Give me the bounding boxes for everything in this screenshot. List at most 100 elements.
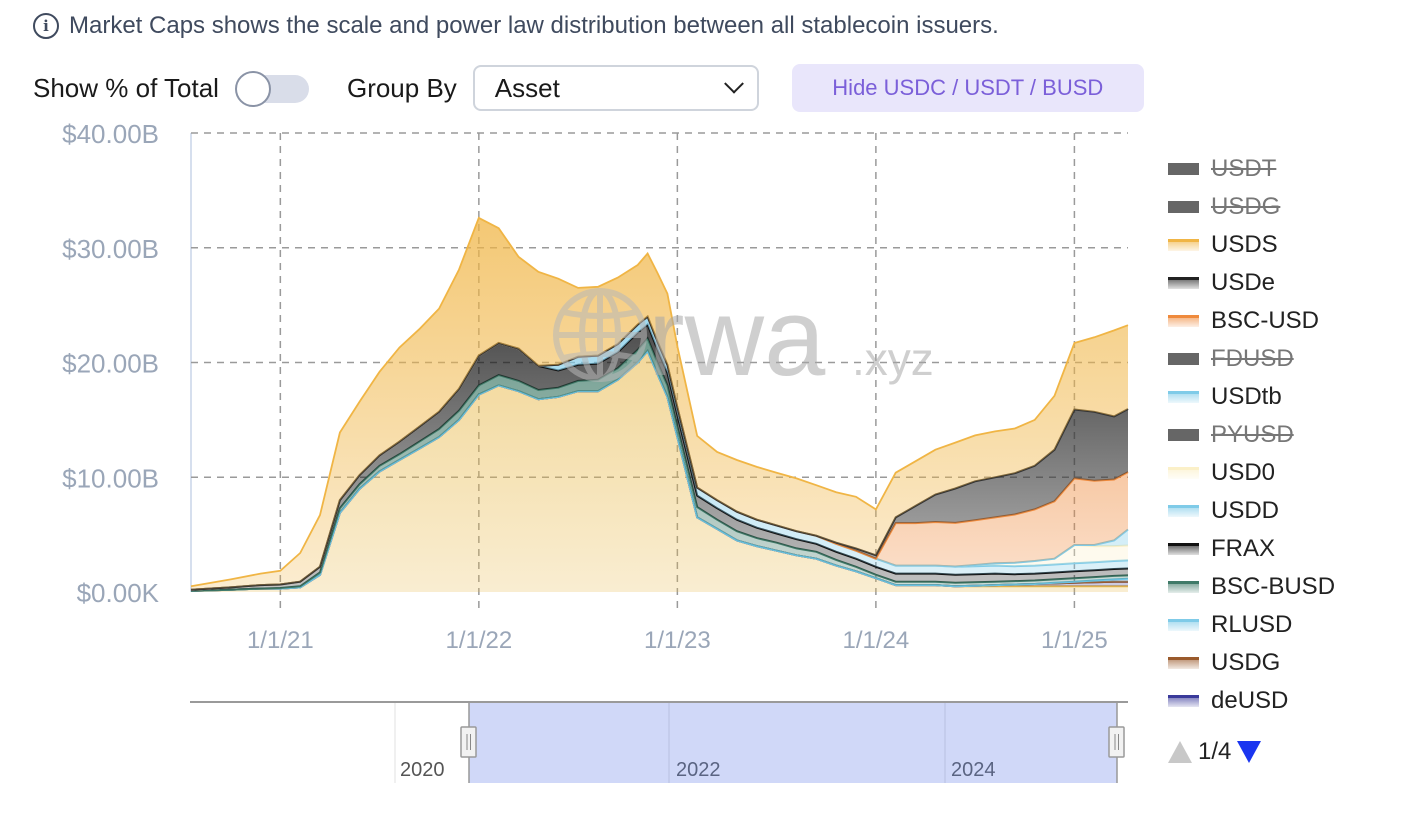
series-area-bsc-busd	[191, 338, 1128, 591]
legend-item[interactable]: USDtb	[1168, 378, 1335, 416]
series-area-frax	[191, 324, 1128, 591]
y-tick-label: $20.00B	[62, 349, 159, 379]
legend-swatch	[1168, 391, 1199, 403]
info-icon: i	[33, 13, 59, 39]
legend-label: BSC-BUSD	[1211, 573, 1336, 600]
legend-item[interactable]: BSC-USD	[1168, 302, 1335, 340]
series-line-other-bottom-layer-	[190, 349, 1128, 592]
legend-swatch	[1168, 695, 1199, 707]
x-tick-label: 1/1/21	[247, 627, 314, 654]
legend-label: deUSD	[1211, 687, 1289, 714]
legend-page: 1/4	[1198, 738, 1232, 765]
series-line-usde	[190, 314, 1129, 591]
series-area-usd0	[191, 316, 1128, 590]
page-up-icon[interactable]	[1168, 741, 1192, 763]
legend-swatch	[1168, 619, 1199, 631]
x-axis-ticks: 1/1/21 1/1/22 1/1/23 1/1/24 1/1/25	[247, 627, 1108, 654]
legend-label: USDtb	[1211, 383, 1282, 410]
series-line-usdtb	[190, 314, 1129, 591]
navigator-year-label: 2020	[400, 759, 445, 781]
series-area-usds	[191, 217, 1128, 590]
navigator-year-label: 2024	[951, 759, 996, 781]
legend: USDT USDG USDS USDe BSC-USD FDUSD USDtb PYUSD US…	[1168, 150, 1335, 720]
series-area-deusd	[191, 351, 1128, 591]
legend-swatch	[1168, 239, 1199, 251]
navigator-handle	[460, 726, 477, 758]
legend-swatch	[1168, 657, 1199, 669]
series-line-rlusd	[190, 349, 1129, 592]
series-area-usde	[191, 316, 1128, 590]
watermark: rwa .xyz	[553, 276, 934, 399]
legend-item[interactable]: USDG	[1168, 188, 1335, 226]
legend-item[interactable]: USDS	[1168, 226, 1335, 264]
legend-item[interactable]: USDT	[1168, 150, 1335, 188]
series-areas	[190, 216, 1129, 592]
group-by-value: Asset	[494, 72, 560, 103]
series-area-other-bottom-layer-	[191, 351, 1128, 592]
legend-label: RLUSD	[1211, 611, 1293, 638]
x-tick-label: 1/1/25	[1041, 627, 1108, 654]
legend-swatch	[1168, 163, 1199, 175]
show-pct-label: Show % of Total	[33, 72, 219, 103]
x-tick-label: 1/1/24	[843, 627, 910, 654]
series-line-deusd	[190, 349, 1128, 592]
legend-item[interactable]: USD0	[1168, 454, 1335, 492]
y-axis-ticks: $0.00K $10.00B $20.00B $30.00B $40.00B	[62, 119, 160, 608]
legend-swatch	[1168, 429, 1199, 441]
series-area-usdg	[191, 351, 1128, 591]
group-by-label: Group By	[346, 72, 457, 103]
legend-swatch	[1168, 505, 1199, 517]
series-line-usdg	[190, 349, 1128, 592]
legend-pager: 1/4	[1168, 738, 1262, 766]
y-tick-label: $40.00B	[62, 119, 159, 149]
page-down-icon[interactable]	[1237, 741, 1262, 763]
legend-label: USDG	[1211, 649, 1281, 676]
globe-icon	[553, 288, 647, 382]
legend-label: USDe	[1211, 269, 1276, 296]
toggle-knob	[234, 71, 271, 107]
group-by-select[interactable]: Asset	[472, 65, 759, 111]
series-line-bsc-busd	[190, 336, 1129, 592]
legend-item[interactable]: FDUSD	[1168, 340, 1335, 378]
legend-label: BSC-USD	[1211, 307, 1320, 334]
legend-item[interactable]: USDD	[1168, 492, 1335, 530]
chevron-down-icon	[723, 73, 744, 94]
legend-swatch	[1168, 353, 1199, 365]
legend-item[interactable]: deUSD	[1168, 682, 1335, 720]
x-tick-label: 1/1/22	[445, 627, 512, 654]
y-tick-label: $30.00B	[62, 234, 159, 264]
series-line-frax	[190, 322, 1129, 591]
series-line-usds	[190, 216, 1129, 588]
legend-swatch	[1168, 581, 1199, 593]
legend-swatch	[1168, 315, 1199, 327]
range-navigator: 2020 2022 2024	[190, 701, 1128, 783]
info-banner: i Market Caps shows the scale and power …	[33, 12, 999, 40]
x-tick-label: 1/1/23	[644, 627, 711, 654]
series-line-bsc-usd	[190, 314, 1129, 591]
y-tick-label: $10.00B	[62, 463, 159, 493]
series-area-usdd	[191, 316, 1128, 590]
series-area-bsc-usd	[191, 316, 1128, 590]
legend-item[interactable]: BSC-BUSD	[1168, 568, 1335, 606]
legend-item[interactable]: RLUSD	[1168, 606, 1335, 644]
series-line-usdd	[190, 314, 1129, 591]
legend-label: USDD	[1211, 497, 1280, 524]
watermark-main: rwa	[648, 276, 826, 399]
legend-item[interactable]: USDe	[1168, 264, 1335, 302]
legend-swatch	[1168, 201, 1199, 213]
navigator-handle	[1108, 726, 1125, 758]
show-pct-toggle[interactable]	[234, 71, 311, 107]
hide-usdc-usdt-busd-button[interactable]: Hide USDC / USDT / BUSD	[791, 64, 1144, 112]
series-area-usdtb	[191, 316, 1128, 590]
legend-item[interactable]: FRAX	[1168, 530, 1335, 568]
legend-label: USDT	[1211, 155, 1277, 182]
info-text: Market Caps shows the scale and power la…	[69, 12, 999, 39]
legend-label: USDG	[1211, 193, 1281, 220]
navigator-year-label: 2022	[676, 759, 721, 781]
legend-item[interactable]: PYUSD	[1168, 416, 1335, 454]
legend-label: FRAX	[1211, 535, 1276, 562]
legend-label: USD0	[1211, 459, 1276, 486]
legend-swatch	[1168, 543, 1199, 555]
grid	[190, 132, 1128, 610]
legend-item[interactable]: USDG	[1168, 644, 1335, 682]
